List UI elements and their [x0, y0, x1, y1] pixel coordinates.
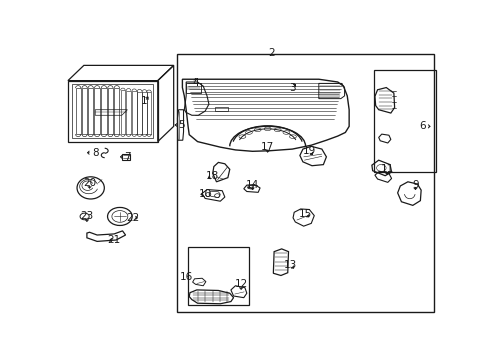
- Text: 22: 22: [126, 213, 140, 223]
- Text: 13: 13: [283, 260, 296, 270]
- Text: 9: 9: [411, 180, 418, 190]
- Bar: [188, 247, 248, 305]
- Text: 3: 3: [288, 82, 295, 93]
- Text: 14: 14: [245, 180, 259, 190]
- Text: 18: 18: [205, 171, 219, 181]
- Text: 20: 20: [83, 178, 96, 188]
- Text: 5: 5: [175, 120, 184, 130]
- Text: 19: 19: [302, 146, 315, 156]
- Bar: [176, 54, 433, 312]
- Text: 1: 1: [141, 96, 148, 107]
- Text: 12: 12: [234, 279, 247, 289]
- Text: 21: 21: [107, 235, 121, 245]
- Text: 16: 16: [179, 273, 192, 283]
- Text: 8: 8: [87, 148, 99, 158]
- Text: 15: 15: [298, 209, 311, 219]
- Bar: [373, 69, 435, 172]
- Text: 10: 10: [198, 189, 211, 199]
- Text: 2: 2: [267, 48, 274, 58]
- Text: 7: 7: [121, 152, 130, 162]
- Text: 17: 17: [261, 142, 274, 152]
- Text: 23: 23: [80, 211, 93, 221]
- Text: 4: 4: [192, 78, 199, 89]
- Text: 11: 11: [380, 164, 393, 174]
- Text: 6: 6: [419, 121, 429, 131]
